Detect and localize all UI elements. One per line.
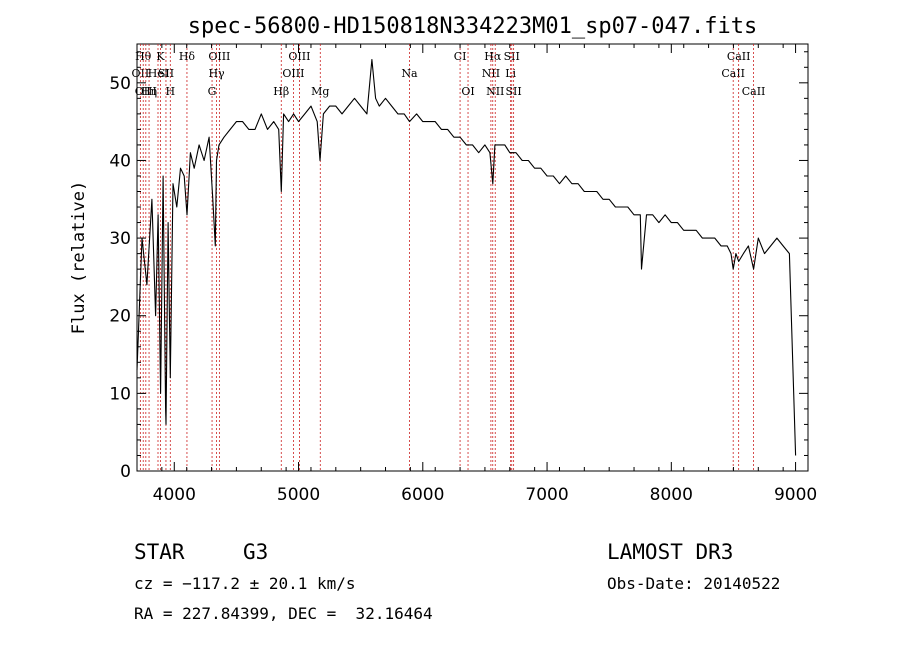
- spectral-line-label: SII: [506, 85, 522, 98]
- spectral-line-label: SII: [504, 50, 520, 63]
- redshift-velocity: cz = −117.2 ± 20.1 km/s: [134, 574, 356, 593]
- spectral-line-label: Hη: [141, 85, 157, 98]
- spectral-line-label: K: [156, 50, 165, 63]
- spectral-line-label: CaII: [742, 85, 766, 98]
- y-tick-label: 0: [120, 462, 131, 482]
- x-tick-label: 8000: [650, 485, 693, 505]
- x-tick-label: 6000: [401, 485, 444, 505]
- y-tick-label: 40: [109, 151, 131, 171]
- spectral-line-label: OIII: [208, 50, 230, 63]
- spectral-line-label: OIII: [282, 67, 304, 80]
- spectral-line-label: CaII: [727, 50, 751, 63]
- x-tick-label: 5000: [277, 485, 320, 505]
- chart-title: spec-56800-HD150818N334223M01_sp07-047.f…: [188, 14, 758, 39]
- spectral-line-label: Mg: [311, 85, 329, 98]
- spectral-line-label: HeI: [148, 67, 168, 80]
- spectral-line-label: Li: [505, 67, 516, 80]
- spectral-line-label: Hα: [484, 50, 502, 63]
- spectral-line-label: Na: [401, 67, 418, 80]
- spectral-line-label: Hδ: [179, 50, 196, 63]
- spectrum-line: [136, 58, 797, 456]
- object-subclass: G3: [243, 540, 269, 564]
- spectrum-chart: OIIHθOIIIHηHeIKSIIHHδGHγOIIIHβOIIIOIIIMg…: [69, 14, 817, 505]
- y-tick-label: 30: [109, 229, 131, 249]
- spectral-line-label: Hβ: [273, 85, 289, 98]
- object-class: STAR: [134, 540, 185, 564]
- x-tick-label: 7000: [525, 485, 568, 505]
- spectral-line-label: G: [208, 85, 217, 98]
- y-tick-label: 10: [109, 384, 131, 404]
- spectral-line-label: Hθ: [135, 50, 152, 63]
- spectral-line-label: H: [166, 85, 176, 98]
- spectral-line-label: CaII: [721, 67, 745, 80]
- spectral-line-label: SII: [158, 67, 174, 80]
- spectral-line-label: NII: [482, 67, 500, 80]
- spectral-line-label: OIII: [135, 85, 157, 98]
- y-tick-label: 50: [109, 74, 131, 94]
- observation-date: Obs-Date: 20140522: [607, 574, 781, 593]
- spectral-line-label: OIII: [288, 50, 310, 63]
- spectral-line-label: CI: [454, 50, 467, 63]
- spectral-line-label: OII: [131, 67, 149, 80]
- survey-name: LAMOST DR3: [607, 540, 734, 564]
- spectral-line-label: OI: [461, 85, 474, 98]
- spectral-line-label: Hγ: [208, 67, 225, 80]
- x-tick-label: 4000: [153, 485, 196, 505]
- x-tick-label: 9000: [774, 485, 817, 505]
- y-axis-label: Flux (relative): [69, 181, 89, 335]
- y-tick-label: 20: [109, 307, 131, 327]
- spectral-line-label: NII: [486, 85, 504, 98]
- plot-frame: [136, 43, 809, 472]
- coordinates: RA = 227.84399, DEC = 32.16464: [134, 604, 433, 623]
